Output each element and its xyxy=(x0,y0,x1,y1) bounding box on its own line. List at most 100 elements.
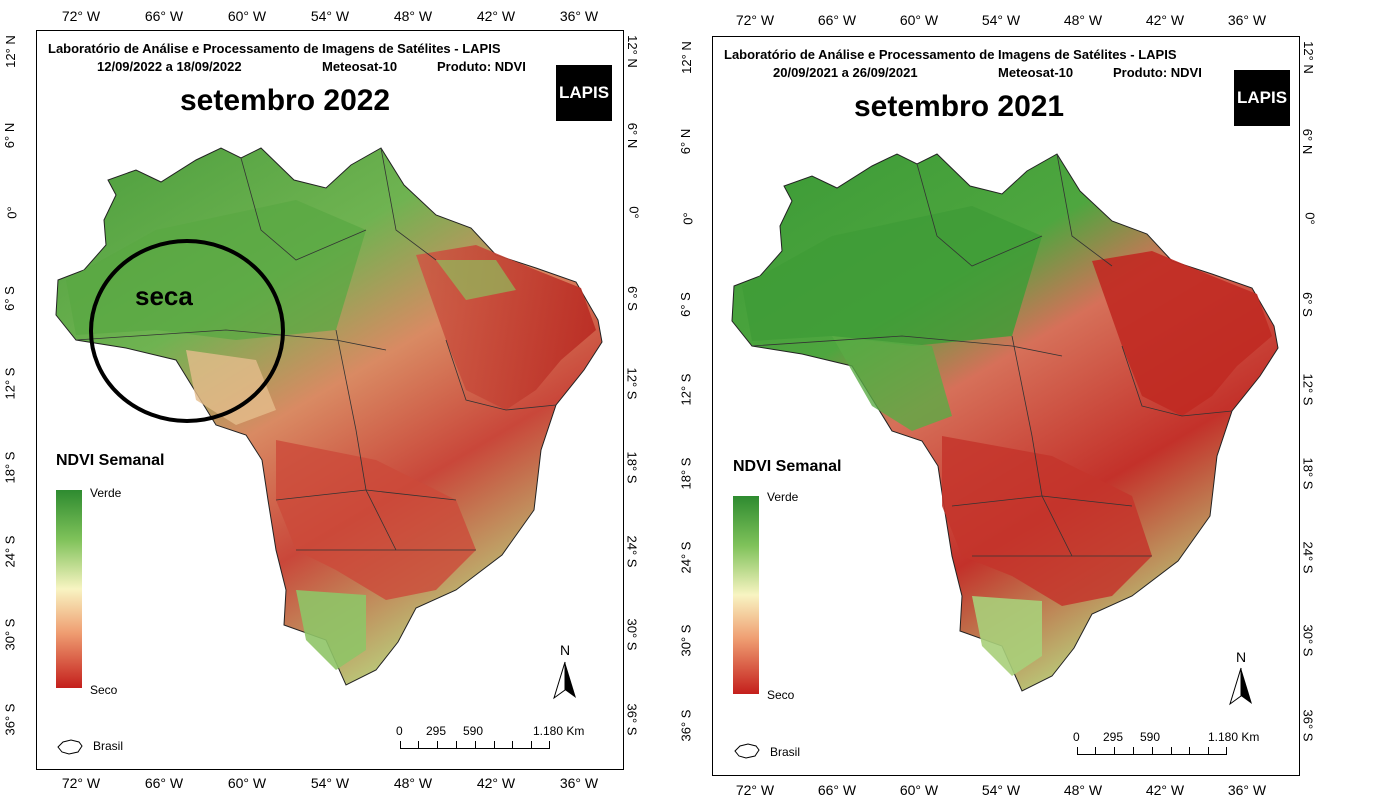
scale-bar xyxy=(400,741,550,749)
ndvi-map-2021 xyxy=(731,153,1279,692)
lat-tick-right: 12° S xyxy=(624,367,640,400)
drought-annotation: seca xyxy=(135,281,193,311)
north-label: N xyxy=(1236,649,1247,665)
lat-tick-right: 0° xyxy=(1302,212,1318,225)
lapis-logo: LAPIS xyxy=(556,65,612,121)
lon-tick-bottom: 72° W xyxy=(61,775,101,791)
lon-tick-top: 60° W xyxy=(899,12,939,28)
header-lab-name: Laboratório de Análise e Processamento d… xyxy=(48,41,501,56)
scale-label: 0 xyxy=(396,724,403,738)
lon-tick-top: 36° W xyxy=(1227,12,1267,28)
lon-tick-bottom: 66° W xyxy=(817,782,857,798)
lon-tick-bottom: 60° W xyxy=(227,775,267,791)
lon-tick-bottom: 36° W xyxy=(1227,782,1267,798)
lat-tick-right: 24° S xyxy=(624,535,640,568)
lon-tick-top: 54° W xyxy=(981,12,1021,28)
lat-tick-left: 0° xyxy=(4,206,20,219)
lat-tick-left: 12° S xyxy=(678,373,694,406)
lat-tick-right: 12° N xyxy=(624,35,640,68)
brasil-outline-icon xyxy=(734,743,760,759)
brasil-legend-label: Brasil xyxy=(93,739,124,753)
lat-tick-right: 6° S xyxy=(624,286,640,311)
lat-tick-left: 12° N xyxy=(2,35,18,68)
header-satellite: Meteosat-10 xyxy=(322,59,398,74)
lat-tick-left: 0° xyxy=(680,212,696,225)
lon-tick-top: 72° W xyxy=(735,12,775,28)
lon-tick-top: 48° W xyxy=(393,8,433,24)
map-panel-2021: 72° W 66° W 60° W 54° W 48° W 42° W 36° … xyxy=(677,0,1376,809)
lat-tick-left: 6° S xyxy=(677,292,693,317)
lat-tick-right: 18° S xyxy=(624,451,640,484)
lat-tick-left: 24° S xyxy=(678,541,694,574)
lat-tick-left: 36° S xyxy=(678,709,694,742)
scale-label: 295 xyxy=(1103,730,1124,744)
lat-tick-right: 36° S xyxy=(624,703,640,736)
lat-tick-left: 12° S xyxy=(2,367,18,400)
map-title: setembro 2021 xyxy=(854,90,1065,123)
lon-tick-top: 54° W xyxy=(310,8,350,24)
lat-tick-left: 6° N xyxy=(2,122,18,149)
north-arrow-icon xyxy=(1229,667,1252,706)
lon-tick-bottom: 48° W xyxy=(393,775,433,791)
lon-tick-top: 72° W xyxy=(61,8,101,24)
lon-tick-bottom: 72° W xyxy=(735,782,775,798)
lat-tick-left: 6° S xyxy=(1,286,17,311)
map-panel-2022: 72° W 66° W 60° W 54° W 48° W 42° W 36° … xyxy=(0,0,660,809)
lat-tick-left: 36° S xyxy=(2,703,18,736)
lon-tick-bottom: 36° W xyxy=(559,775,599,791)
lat-tick-right: 18° S xyxy=(1300,457,1316,490)
lon-tick-top: 36° W xyxy=(559,8,599,24)
lon-tick-bottom: 42° W xyxy=(476,775,516,791)
lon-tick-top: 42° W xyxy=(476,8,516,24)
lat-tick-right: 30° S xyxy=(624,618,640,651)
ndvi-map-2022 xyxy=(55,147,603,686)
lat-tick-right: 6° N xyxy=(1300,128,1316,155)
scale-label: 295 xyxy=(426,724,447,738)
lat-tick-right: 0° xyxy=(626,206,642,219)
lon-tick-top: 60° W xyxy=(227,8,267,24)
header-satellite: Meteosat-10 xyxy=(998,65,1074,80)
lat-tick-right: 24° S xyxy=(1300,541,1316,574)
legend-bottom-label: Seco xyxy=(767,688,795,702)
lat-tick-right: 6° S xyxy=(1299,292,1315,317)
lon-tick-bottom: 60° W xyxy=(899,782,939,798)
lapis-logo: LAPIS xyxy=(1234,70,1290,126)
lon-tick-top: 66° W xyxy=(817,12,857,28)
drought-circle xyxy=(89,239,285,423)
legend-color-ramp xyxy=(56,490,82,688)
lon-tick-bottom: 42° W xyxy=(1145,782,1185,798)
lon-tick-bottom: 54° W xyxy=(310,775,350,791)
legend-top-label: Verde xyxy=(90,486,122,500)
legend-color-ramp xyxy=(733,496,759,694)
lat-tick-right: 12° N xyxy=(1300,41,1316,74)
north-label: N xyxy=(560,642,571,658)
header-product: Produto: NDVI xyxy=(437,59,526,74)
lon-tick-top: 42° W xyxy=(1145,12,1185,28)
lat-tick-right: 6° N xyxy=(625,122,641,149)
scale-label: 1.180 Km xyxy=(533,724,585,738)
scale-label: 590 xyxy=(1140,730,1161,744)
scale-label: 0 xyxy=(1073,730,1080,744)
map-title: setembro 2022 xyxy=(180,84,391,117)
north-arrow-icon xyxy=(553,661,576,700)
lon-tick-bottom: 54° W xyxy=(981,782,1021,798)
header-lab-name: Laboratório de Análise e Processamento d… xyxy=(724,47,1177,62)
lon-tick-bottom: 66° W xyxy=(144,775,184,791)
header-dates: 12/09/2022 a 18/09/2022 xyxy=(97,59,242,74)
lat-tick-right: 30° S xyxy=(1300,624,1316,657)
lat-tick-left: 24° S xyxy=(2,535,18,568)
lat-tick-right: 36° S xyxy=(1300,709,1316,742)
lon-tick-top: 66° W xyxy=(144,8,184,24)
lon-tick-top: 48° W xyxy=(1063,12,1103,28)
lat-tick-left: 30° S xyxy=(678,624,694,657)
header-dates: 20/09/2021 a 26/09/2021 xyxy=(773,65,918,80)
legend-title: NDVI Semanal xyxy=(56,452,165,469)
lat-tick-left: 6° N xyxy=(678,128,694,155)
scale-bar xyxy=(1077,747,1227,755)
brasil-legend-label: Brasil xyxy=(770,745,801,759)
lat-tick-left: 18° S xyxy=(2,451,18,484)
lon-tick-bottom: 48° W xyxy=(1063,782,1103,798)
lat-tick-left: 30° S xyxy=(2,618,18,651)
legend-bottom-label: Seco xyxy=(90,683,118,697)
brasil-outline-icon xyxy=(57,739,83,755)
